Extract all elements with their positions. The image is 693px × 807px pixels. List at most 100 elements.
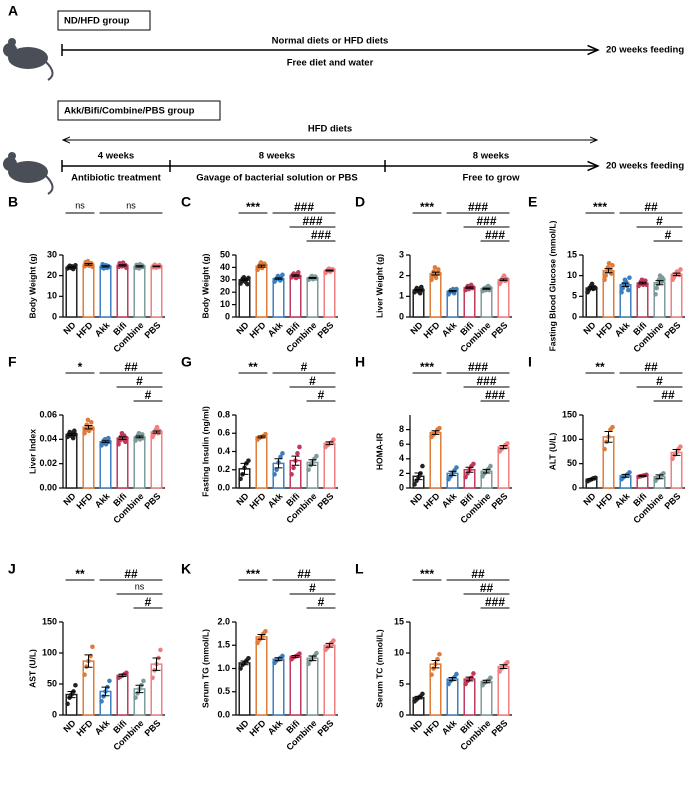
data-point [471, 285, 476, 290]
data-point [602, 277, 607, 283]
data-point [678, 444, 683, 449]
significance-label: # [145, 388, 152, 402]
diet-label: HFD diets [308, 124, 352, 135]
error-bar [152, 430, 161, 434]
significance-label: # [656, 374, 663, 388]
data-point [589, 281, 595, 287]
x-tick-label: Akk [93, 319, 112, 338]
data-point [291, 465, 296, 471]
data-point [107, 439, 112, 445]
y-tick-label: 100 [42, 647, 57, 657]
data-point [297, 274, 302, 280]
bar [133, 265, 146, 318]
group-box [57, 10, 151, 31]
data-point [627, 275, 632, 281]
x-tick-label: PBS [489, 718, 509, 738]
y-tick-label: 10 [220, 299, 230, 309]
x-tick-label: Akk [440, 717, 459, 736]
error-bar [482, 679, 491, 684]
error-bar [118, 264, 127, 267]
data-point [627, 470, 632, 475]
error-bar [431, 271, 440, 276]
significance-label: *** [420, 200, 434, 214]
data-point [246, 458, 251, 463]
significance-label: * [78, 360, 83, 374]
bar [150, 265, 163, 318]
significance-label: ### [485, 388, 505, 402]
bar [289, 274, 302, 318]
bar [497, 665, 510, 716]
y-tick-label: 50 [220, 249, 230, 259]
error-bar [499, 445, 508, 450]
y-tick-label: 150 [42, 616, 57, 626]
error-bar [414, 472, 423, 481]
x-tick-label: PBS [662, 491, 682, 511]
bar [323, 442, 336, 489]
significance-label: ns [126, 200, 136, 210]
x-tick-label: HFD [421, 320, 442, 341]
significance-label: ### [468, 200, 488, 214]
data-point [280, 653, 285, 659]
x-tick-label: Akk [613, 490, 632, 509]
data-point [670, 456, 675, 462]
panel-label: C [181, 194, 191, 210]
x-tick-label: Akk [266, 319, 285, 338]
error-bar [604, 431, 613, 443]
y-tick-label: 10 [567, 270, 577, 280]
data-point [238, 666, 243, 671]
error-bar [621, 282, 630, 287]
y-tick-label: 8 [399, 424, 404, 434]
error-bar [240, 660, 249, 666]
bar [99, 441, 112, 489]
significance-label: ## [124, 360, 138, 374]
bar [272, 658, 285, 716]
bar [272, 277, 285, 318]
error-bar [414, 695, 423, 700]
y-tick-label: 0.6 [217, 428, 230, 438]
significance-label: ** [595, 360, 605, 374]
y-tick-label: 40 [220, 262, 230, 272]
error-bar [274, 657, 283, 662]
error-bar [152, 265, 161, 268]
data-point [107, 678, 112, 684]
data-point [296, 270, 301, 275]
data-point [73, 682, 78, 688]
data-point [82, 430, 87, 436]
data-point [65, 701, 70, 707]
data-point [454, 465, 459, 470]
y-tick-label: 50 [47, 678, 57, 688]
y-tick-label: 50 [567, 458, 577, 468]
bar [99, 265, 112, 318]
y-axis-label: Serum TC (mmol/L) [374, 629, 384, 708]
error-bar [414, 289, 423, 292]
significance-label: # [309, 581, 316, 595]
error-bar [308, 459, 317, 466]
data-point [644, 282, 649, 288]
error-bar [431, 659, 440, 669]
error-bar [448, 676, 457, 682]
diet-note: Free diet and water [287, 58, 374, 69]
significance-label: # [301, 360, 308, 374]
bar [116, 264, 129, 318]
error-bar [325, 269, 334, 272]
data-point [505, 441, 510, 446]
significance-label: ### [302, 214, 322, 228]
error-bar [638, 474, 647, 477]
data-point [602, 446, 607, 452]
y-tick-label: 5 [399, 678, 404, 688]
data-point [429, 672, 434, 677]
significance-label: ### [476, 214, 496, 228]
y-tick-label: 0.02 [39, 458, 57, 468]
data-point [150, 675, 155, 681]
y-tick-label: 0 [572, 482, 577, 492]
x-tick-label: Akk [266, 717, 285, 736]
error-bar [655, 474, 664, 480]
significance-label: ns [135, 581, 145, 591]
data-point [488, 675, 493, 681]
significance-label: # [318, 388, 325, 402]
bar [65, 266, 78, 318]
end-label: 20 weeks feeding [606, 45, 684, 56]
y-tick-label: 0 [399, 482, 404, 492]
